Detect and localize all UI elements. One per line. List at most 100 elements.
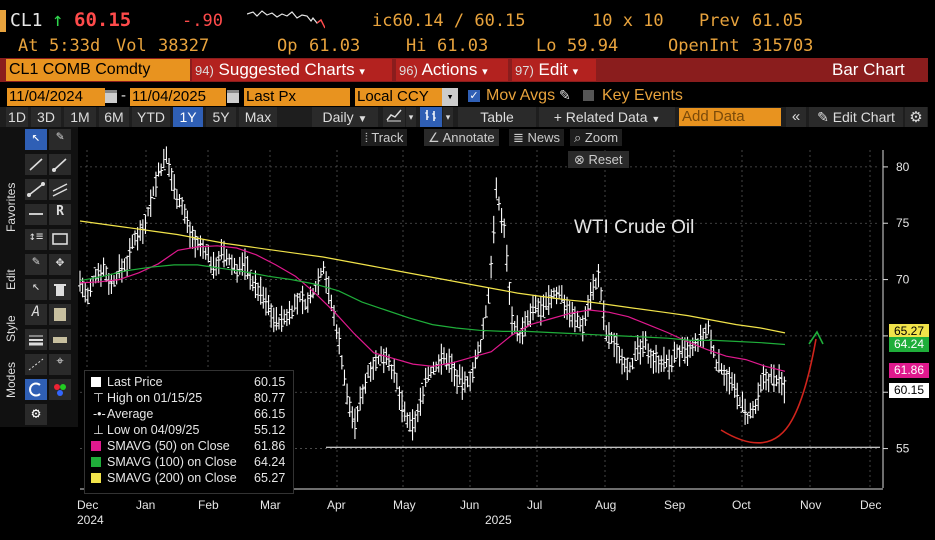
period-1d[interactable]: 1D <box>6 107 28 127</box>
move-tool-icon[interactable]: ✥ <box>49 254 71 275</box>
price-bar <box>517 330 522 344</box>
dotted-line-icon[interactable] <box>25 354 47 375</box>
calendar-icon[interactable] <box>105 90 117 103</box>
collapse-icon[interactable]: « <box>786 107 806 127</box>
legend-swatch <box>91 377 101 387</box>
mode-icon[interactable] <box>25 379 47 400</box>
price-bar <box>352 408 357 440</box>
period-3d[interactable]: 3D <box>31 107 61 127</box>
settings-gear-icon[interactable]: ⚙ <box>25 404 47 425</box>
pen-tool-icon[interactable]: ✎ <box>25 254 47 275</box>
rectangle-tool-icon[interactable] <box>49 229 71 250</box>
ticker: CL1 <box>10 10 43 31</box>
color-palette-icon[interactable] <box>49 379 71 400</box>
price-bar <box>337 327 342 355</box>
wti-annotation[interactable]: WTI Crude Oil <box>574 217 694 238</box>
period-ytd[interactable]: YTD <box>132 107 170 127</box>
currency-select[interactable]: Local CCY <box>355 88 442 106</box>
price-bar <box>156 162 161 177</box>
period-max[interactable]: Max <box>239 107 277 127</box>
security-field[interactable]: CL1 COMB Comdty <box>6 59 190 81</box>
price-bar <box>630 357 635 370</box>
select-tool-icon[interactable]: ↖ <box>25 279 47 300</box>
price-bar <box>703 323 708 339</box>
fill-color-icon[interactable] <box>49 304 71 325</box>
draw-tool[interactable]: ✎ <box>49 129 71 150</box>
channel-tool-icon[interactable] <box>49 179 71 200</box>
legend[interactable]: Last Price 60.15 ⊤ High on 01/15/25 80.77 -•-… <box>84 370 292 492</box>
key-events-checkbox[interactable] <box>583 90 594 101</box>
annotate-button[interactable]: ∠ Annotate <box>424 129 499 146</box>
price-bar <box>640 331 645 358</box>
end-date-field[interactable]: 11/04/2025 <box>130 88 226 106</box>
reset-button[interactable]: ⊗ Reset <box>568 151 629 168</box>
period-1m[interactable]: 1M <box>64 107 96 127</box>
x-year-label: 2025 <box>485 513 512 527</box>
currency-dropdown-icon[interactable]: ▾ <box>442 88 458 106</box>
retracement-tool-icon[interactable]: R <box>49 204 71 225</box>
line-style-icon[interactable] <box>25 329 47 350</box>
period-5y[interactable]: 5Y <box>206 107 236 127</box>
price-bar <box>520 317 525 345</box>
price-bar <box>371 357 376 380</box>
price-bar <box>627 361 632 373</box>
period-6m[interactable]: 6M <box>99 107 129 127</box>
line-chart-button[interactable] <box>383 107 405 127</box>
price-bar <box>201 239 206 259</box>
start-date-field[interactable]: 11/04/2024 <box>7 88 105 106</box>
table-button[interactable]: Table <box>458 107 536 127</box>
line-color-icon[interactable] <box>49 329 71 350</box>
line-tool-icon[interactable] <box>25 154 47 175</box>
price-bar <box>664 354 669 368</box>
price-bar <box>360 384 365 405</box>
edit-menu[interactable]: 97) Edit ▾ <box>512 59 596 81</box>
ray-tool-icon[interactable] <box>49 154 71 175</box>
price-bar <box>256 282 261 302</box>
net-change: -.90 <box>182 11 223 31</box>
price-field-select[interactable]: Last Px <box>244 88 350 106</box>
pencil-icon[interactable]: ✎ <box>559 88 571 104</box>
zoom-button[interactable]: ⌕ Zoom <box>570 129 623 146</box>
fib-tool-icon[interactable]: ↕≡ <box>25 229 47 250</box>
price-bar <box>745 411 750 424</box>
price-bar <box>510 306 515 335</box>
track-button[interactable]: ⦙ Track <box>361 129 408 146</box>
price-bar <box>104 265 109 283</box>
trend-tool-icon[interactable] <box>25 179 47 200</box>
price-bar <box>698 324 703 347</box>
price-bar <box>106 272 111 295</box>
horizontal-line-icon[interactable] <box>25 204 47 225</box>
price-bar <box>366 364 371 379</box>
price-bar <box>667 349 672 380</box>
legend-value: 65.27 <box>254 471 285 485</box>
key-events-label: Key Events <box>602 87 683 104</box>
related-data-button[interactable]: + Related Data ▼ <box>539 107 675 127</box>
price-bar <box>441 347 446 365</box>
actions-menu[interactable]: 96) Actions ▾ <box>396 59 508 81</box>
news-button[interactable]: ≣ News <box>509 129 565 146</box>
bar-style-dropdown[interactable]: ▾ <box>443 107 453 127</box>
price-bar <box>240 252 245 276</box>
price-bar <box>646 343 651 364</box>
price-bar <box>122 258 127 272</box>
suggested-charts-menu[interactable]: 94) Suggested Charts ▾ <box>192 59 392 81</box>
price-bar <box>596 263 601 288</box>
legend-value: 61.86 <box>254 439 285 453</box>
add-data-input[interactable]: Add Data <box>679 108 781 126</box>
legend-label: SMAVG (50) on Close <box>107 439 230 453</box>
gear-icon[interactable]: ⚙ <box>905 107 927 127</box>
calendar-icon[interactable] <box>227 90 239 103</box>
bar-chart-button[interactable] <box>420 107 442 127</box>
price-bar <box>476 341 481 359</box>
chart-style-dropdown[interactable]: ▾ <box>406 107 416 127</box>
edit-chart-button[interactable]: ✎ Edit Chart <box>809 107 903 127</box>
mov-avgs-checkbox[interactable]: ✓ <box>468 89 480 102</box>
price-bar <box>109 273 114 295</box>
vol-label: Vol <box>116 36 147 56</box>
pointer-tool[interactable]: ↖ <box>25 129 47 150</box>
frequency-select[interactable]: Daily ▼ <box>312 107 378 127</box>
trash-icon[interactable] <box>49 279 71 300</box>
period-1y[interactable]: 1Y <box>173 107 203 127</box>
text-tool-icon[interactable]: A <box>25 304 47 325</box>
crosshair-icon[interactable]: ⌖ <box>49 354 71 375</box>
